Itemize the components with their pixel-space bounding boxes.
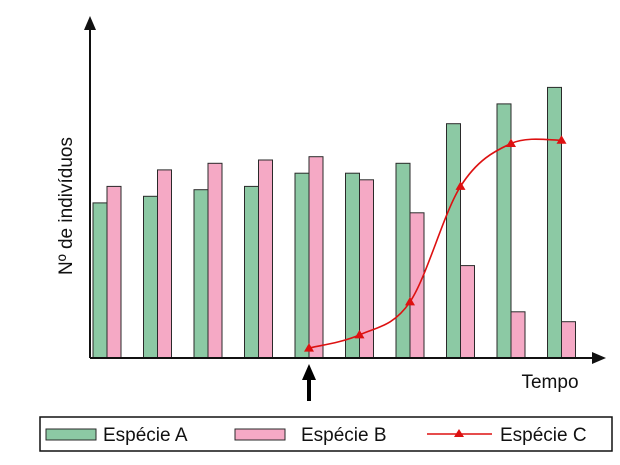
bar-especie-b-5 — [308, 156, 324, 359]
x-axis-arrowhead — [592, 352, 606, 364]
bar-especie-a-2 — [143, 195, 158, 359]
bar-especie-a-9 — [496, 103, 512, 359]
legend-frame — [39, 416, 613, 452]
legend: Espécie A Espécie B Espécie C — [39, 416, 613, 452]
bar-especie-b-4 — [258, 159, 273, 359]
bar-especie-b-1 — [106, 185, 122, 359]
bar-especie-b-10 — [561, 321, 576, 359]
bar-especie-a-4 — [244, 185, 259, 359]
axes — [84, 16, 606, 364]
y-axis-arrowhead — [84, 16, 96, 30]
event-arrow-head — [302, 364, 316, 380]
marker-especie-c-1 — [304, 343, 314, 352]
legend-marker-c — [454, 429, 464, 437]
event-arrow-icon — [302, 364, 316, 401]
marker-especie-c-6 — [556, 135, 567, 144]
bar-especie-b-9 — [510, 311, 526, 359]
x-axis-label: Tempo — [521, 372, 578, 393]
bar-especie-b-2 — [157, 169, 172, 359]
bar-especie-a-8 — [446, 123, 461, 359]
bars-layer — [92, 86, 576, 359]
bar-especie-a-3 — [193, 189, 209, 359]
bar-especie-b-8 — [460, 265, 475, 359]
marker-especie-c-5 — [506, 138, 516, 147]
bar-especie-a-5 — [294, 172, 310, 359]
legend-label-b: Espécie B — [301, 425, 387, 446]
legend-label-a: Espécie A — [103, 425, 188, 446]
line-layer — [304, 135, 567, 352]
bar-especie-a-1 — [92, 202, 108, 359]
bar-especie-a-6 — [345, 172, 360, 359]
bar-especie-b-7 — [409, 212, 425, 359]
marker-especie-c-2 — [354, 329, 365, 339]
legend-label-c: Espécie C — [500, 425, 587, 446]
marker-especie-c-3 — [405, 296, 415, 306]
bar-especie-a-10 — [547, 86, 562, 359]
legend-swatch-b — [234, 428, 286, 441]
marker-especie-c-4 — [455, 181, 466, 190]
y-axis-label: Nº de indivíduos — [56, 137, 77, 275]
legend-swatch-a — [45, 428, 97, 441]
bar-especie-a-7 — [395, 162, 411, 359]
bar-especie-b-3 — [207, 162, 223, 359]
